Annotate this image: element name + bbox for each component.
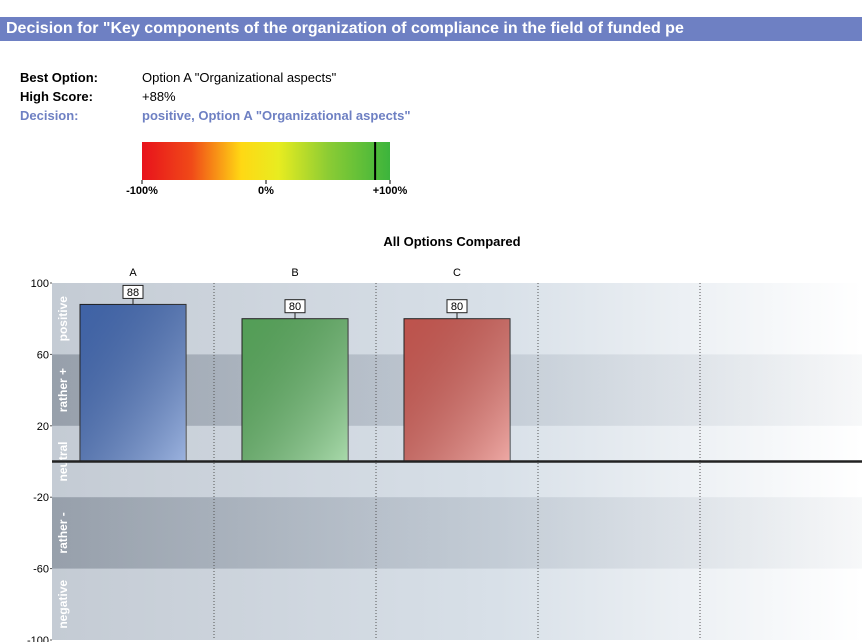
- value-label-box: [284, 299, 306, 314]
- band-label: positive: [56, 296, 70, 342]
- band-label: negative: [56, 580, 70, 629]
- y-tick-label: 60: [37, 349, 49, 361]
- info-value: Option A "Organizational aspects": [142, 70, 337, 85]
- value-label: 80: [451, 301, 463, 313]
- bar-shine: [80, 304, 186, 462]
- info-value: positive, Option A "Organizational aspec…: [142, 108, 411, 123]
- bar-shine: [242, 318, 348, 462]
- y-tick-label: 100: [31, 278, 49, 290]
- value-label: 80: [289, 301, 301, 313]
- value-label: 88: [127, 287, 139, 299]
- x-tick-label: A: [129, 267, 137, 279]
- info-label: Decision:: [20, 108, 79, 123]
- info-label: High Score:: [20, 89, 93, 104]
- y-tick-label: -100: [27, 635, 49, 642]
- info-label: Best Option:: [20, 70, 98, 85]
- x-tick-label: B: [291, 267, 298, 279]
- band-label: rather +: [56, 368, 70, 412]
- y-tick-label: -20: [33, 492, 49, 504]
- header-title: Decision for "Key components of the orga…: [0, 17, 862, 41]
- y-tick-label: 20: [37, 421, 49, 433]
- y-tick-label: -60: [33, 564, 49, 576]
- scale-tick-label: +100%: [373, 185, 408, 197]
- scale-tick-label: 0%: [258, 185, 274, 197]
- band: [52, 497, 862, 569]
- chart-title: All Options Compared: [383, 234, 520, 249]
- band: [52, 569, 862, 640]
- score-gradient: [142, 142, 390, 180]
- info-value: +88%: [142, 89, 176, 104]
- value-label-box: [122, 284, 144, 299]
- scale-tick-label: -100%: [126, 185, 158, 197]
- band-label: rather -: [56, 512, 70, 553]
- bar-shine: [404, 318, 510, 462]
- value-label-box: [446, 299, 468, 314]
- x-tick-label: C: [453, 267, 461, 279]
